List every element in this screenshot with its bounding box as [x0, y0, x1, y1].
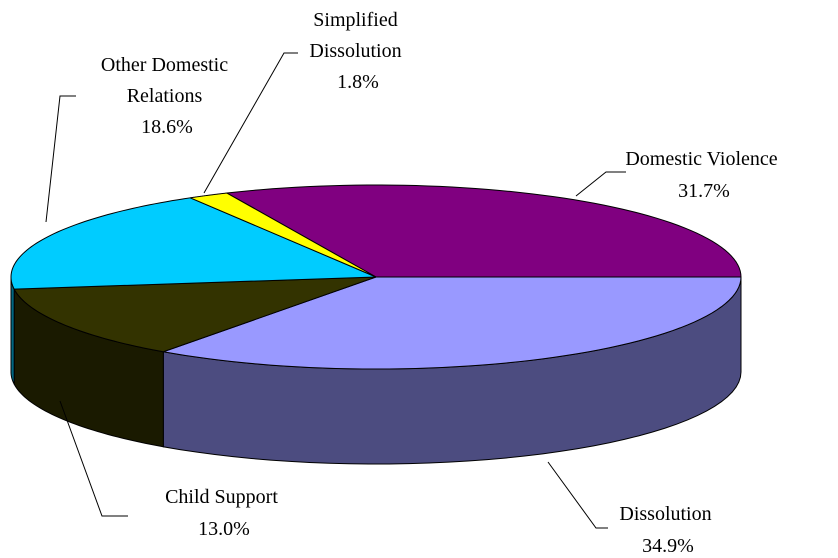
- leader-dissolution: [547, 461, 608, 529]
- pie-side-other-domestic-relations: [10, 277, 15, 385]
- slice-label-domestic-violence: Domestic Violence 31.7%: [625, 148, 782, 202]
- pie-slice-domestic-violence: [226, 184, 742, 278]
- pie-slice-child-support: [13, 276, 377, 353]
- leader-child-support: [59, 400, 128, 517]
- slice-label-other-domestic-relations: Other Domestic Relations 18.6%: [101, 54, 233, 138]
- leader-other-domestic-relations: [45, 95, 76, 223]
- leader-domestic-violence: [575, 171, 626, 197]
- pie-slice-dissolution: [162, 276, 742, 370]
- slice-label-child-support: Child Support 13.0%: [165, 486, 283, 540]
- leader-simplified-dissolution: [203, 52, 298, 194]
- pie-top-faces: [10, 184, 742, 370]
- leader-lines: [45, 52, 626, 529]
- pie-slice-simplified-dissolution: [189, 192, 377, 278]
- slice-label-dissolution: Dissolution 34.9%: [619, 503, 716, 557]
- pie-slice-other-domestic-relations: [10, 197, 377, 290]
- slice-label-simplified-dissolution: Simplified Dissolution 1.8%: [309, 9, 406, 93]
